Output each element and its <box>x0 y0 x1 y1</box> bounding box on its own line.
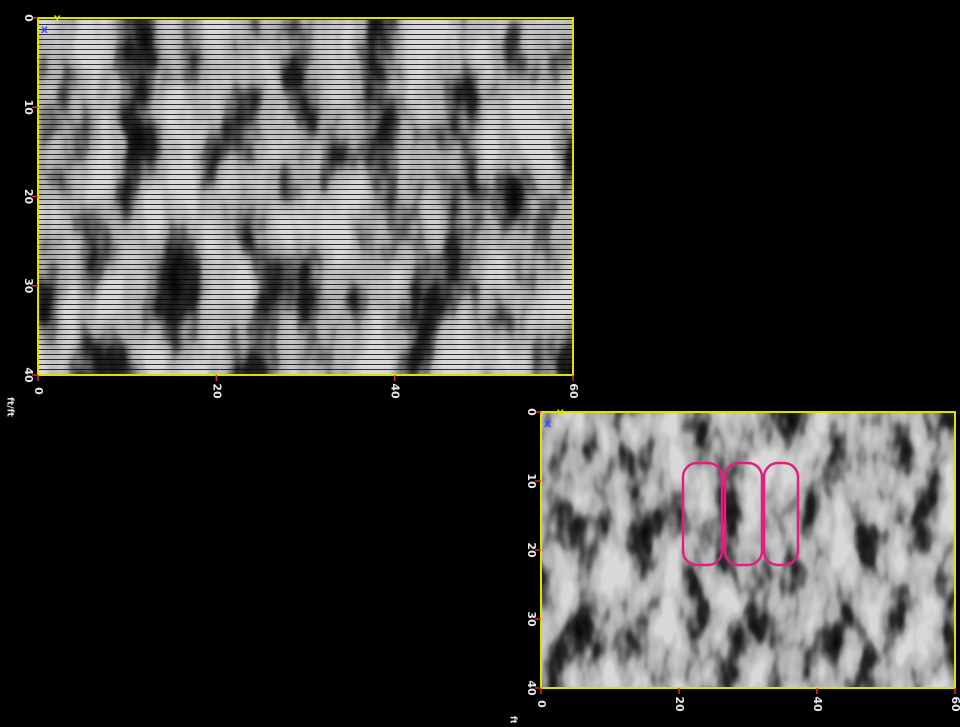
x-tick-label: 60 <box>949 696 960 712</box>
scan-lines <box>38 18 573 375</box>
y-tick-label: 20 <box>22 189 35 205</box>
y-tick-label: 10 <box>525 473 538 489</box>
x-tick-label: 0 <box>535 700 548 708</box>
y-tick-label: 0 <box>525 408 538 416</box>
unit-label: ft/ft <box>5 397 15 417</box>
highlight-box <box>723 461 764 567</box>
axis-indicator: Y <box>556 409 564 419</box>
x-tick-label: 0 <box>32 387 45 395</box>
x-tick-label: 40 <box>811 696 824 712</box>
x-tick-label: 20 <box>673 696 686 712</box>
y-tick-label: 30 <box>22 278 35 294</box>
x-tick-label: 20 <box>210 383 223 399</box>
unit-label: ft <box>508 716 518 723</box>
y-tick-label: 10 <box>22 100 35 116</box>
radar-texture <box>541 412 955 688</box>
x-tick-label: 40 <box>389 383 402 399</box>
axis-indicator: Y <box>53 15 61 25</box>
highlight-box <box>762 461 800 567</box>
y-tick-label: 20 <box>525 542 538 558</box>
y-tick-label: 40 <box>22 367 35 383</box>
highlight-box <box>681 461 724 567</box>
axis-indicator: X <box>544 420 551 430</box>
y-tick-label: 30 <box>525 611 538 627</box>
y-tick-label: 40 <box>525 680 538 696</box>
highlights <box>681 461 800 567</box>
axis-indicator: X <box>41 26 48 36</box>
y-tick-label: 0 <box>22 14 35 22</box>
x-tick-label: 60 <box>567 383 580 399</box>
